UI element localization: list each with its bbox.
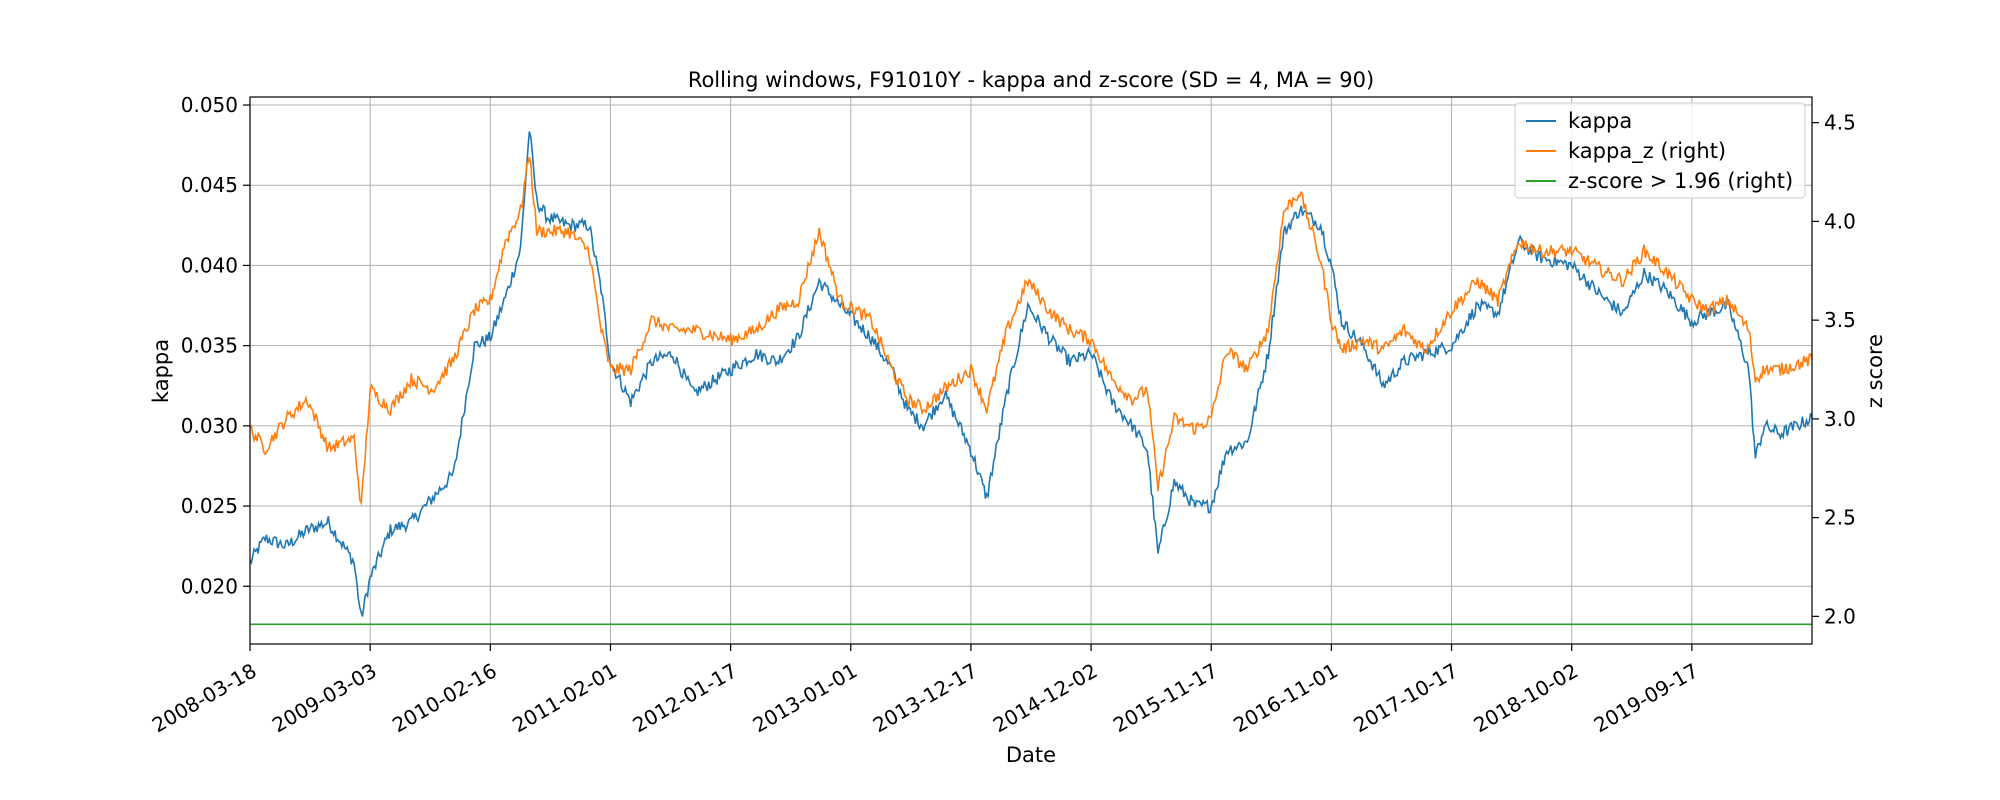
x-tick-label: 2008-03-18 — [148, 658, 261, 737]
x-tick-label: 2014-12-02 — [989, 658, 1102, 737]
y-axis-right: 2.0 2.5 3.0 3.5 4.0 4.5 — [1812, 111, 1856, 628]
y-axis-right-label: z score — [1863, 334, 1887, 408]
x-tick-label: 2015-11-17 — [1109, 658, 1222, 737]
x-tick-label: 2010-02-16 — [388, 658, 501, 737]
y-right-tick-label: 2.5 — [1824, 506, 1856, 530]
chart-title: Rolling windows, F91010Y - kappa and z-s… — [688, 68, 1374, 92]
x-tick-label: 2011-02-01 — [508, 658, 621, 737]
x-axis: 2008-03-18 2009-03-03 2010-02-16 2011-02-01… — [148, 644, 1703, 737]
x-tick-label: 2018-10-02 — [1470, 658, 1583, 737]
x-tick-label: 2009-03-03 — [268, 658, 381, 737]
series-layer — [250, 131, 1812, 626]
x-tick-label: 2012-01-17 — [628, 658, 741, 737]
x-tick-label: 2019-09-17 — [1590, 658, 1703, 737]
y-tick-label: 0.040 — [181, 253, 238, 277]
y-right-tick-label: 4.0 — [1824, 209, 1856, 233]
legend-entry: kappa_z (right) — [1568, 139, 1726, 164]
series-line-0 — [250, 131, 1812, 617]
y-axis-left: 0.020 0.025 0.030 0.035 0.040 0.045 0.050 — [181, 93, 250, 598]
legend-entry: kappa — [1568, 109, 1632, 133]
x-axis-label: Date — [1006, 743, 1056, 767]
y-tick-label: 0.025 — [181, 494, 238, 518]
y-right-tick-label: 3.0 — [1824, 407, 1856, 431]
y-right-tick-label: 2.0 — [1824, 604, 1856, 628]
x-tick-label: 2013-01-01 — [749, 658, 862, 737]
y-tick-label: 0.030 — [181, 414, 238, 438]
plot-frame — [249, 96, 1813, 645]
legend-entry: z-score > 1.96 (right) — [1568, 169, 1793, 193]
series-line-1 — [250, 157, 1812, 506]
y-tick-label: 0.020 — [181, 574, 238, 598]
x-tick-label: 2013-12-17 — [869, 658, 982, 737]
x-tick-label: 2016-11-01 — [1229, 658, 1342, 737]
y-tick-label: 0.035 — [181, 334, 238, 358]
y-tick-label: 0.050 — [181, 93, 238, 117]
y-axis-label: kappa — [149, 339, 173, 403]
x-tick-label: 2017-10-17 — [1349, 658, 1462, 737]
legend: kappa kappa_z (right) z-score > 1.96 (righ… — [1514, 102, 1806, 199]
y-right-tick-label: 3.5 — [1824, 308, 1856, 332]
y-right-tick-label: 4.5 — [1824, 111, 1856, 135]
legend-box — [1514, 102, 1806, 199]
y-tick-label: 0.045 — [181, 173, 238, 197]
